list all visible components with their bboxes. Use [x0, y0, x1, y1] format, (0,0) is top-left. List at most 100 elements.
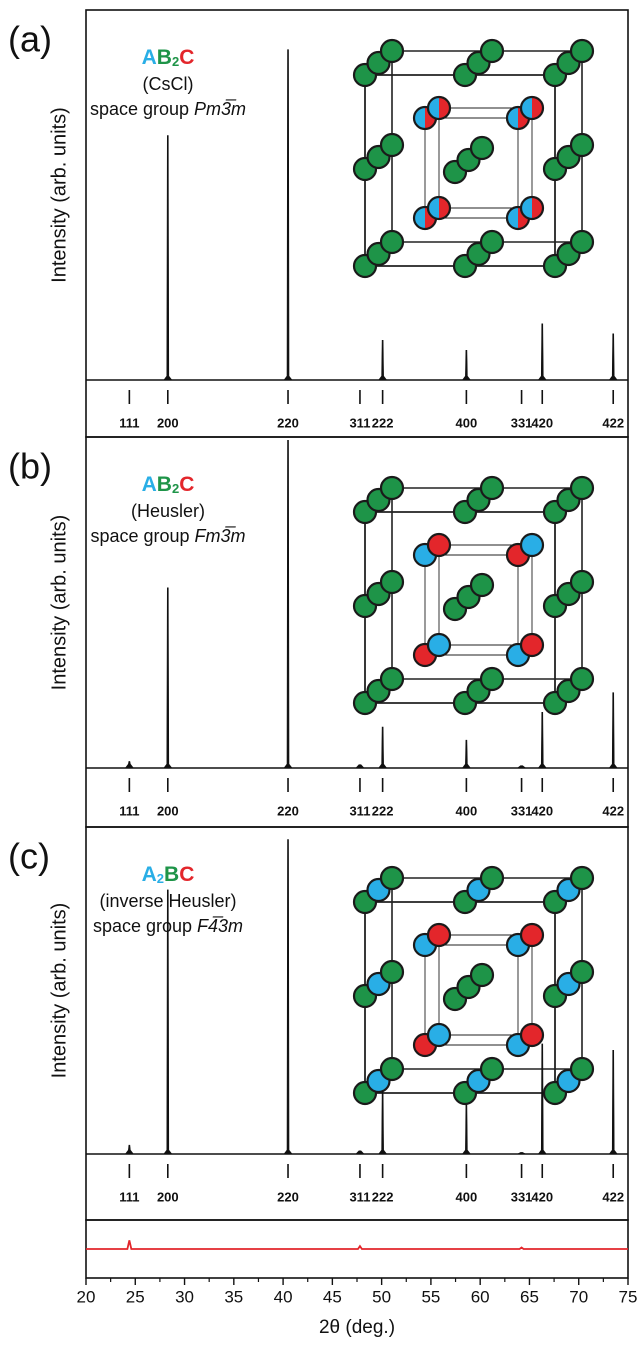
x-tick-label: 30 [175, 1287, 194, 1306]
peak [462, 740, 470, 768]
reflection-label: 400 [456, 415, 478, 430]
peak [284, 50, 292, 380]
reflection-label: 222 [372, 1189, 394, 1204]
crystal-structure [354, 867, 593, 1104]
atom [428, 534, 450, 556]
peak [538, 324, 546, 380]
reflection-label: 111 [119, 803, 139, 818]
x-tick-label: 65 [520, 1287, 539, 1306]
reflection-label: 420 [531, 415, 553, 430]
space-group-symbol: F4̅3m [197, 916, 243, 936]
atom [381, 477, 403, 499]
reflection-label: 200 [157, 415, 179, 430]
reflection-label: 420 [531, 1189, 553, 1204]
peak [284, 840, 292, 1154]
formula-part: 2 [172, 481, 179, 496]
formula-part: C [179, 863, 194, 886]
reflection-label: 400 [456, 1189, 478, 1204]
atom [381, 668, 403, 690]
atom-half [439, 197, 450, 219]
peak [125, 761, 133, 768]
reflection-label: 422 [602, 803, 624, 818]
atom-half [507, 207, 518, 229]
reflection-label: 111 [119, 1189, 139, 1204]
reflection-label: 220 [277, 803, 299, 818]
peak [379, 340, 387, 380]
x-tick-label: 35 [224, 1287, 243, 1306]
peak [379, 727, 387, 768]
peak [462, 350, 470, 380]
atom-half [532, 197, 543, 219]
atom [381, 1058, 403, 1080]
atom [571, 961, 593, 983]
space-group-symbol: Fm3̅m [195, 526, 246, 546]
reflection-label: 422 [602, 415, 624, 430]
peak [609, 1050, 617, 1154]
atom [481, 231, 503, 253]
atom [381, 961, 403, 983]
y-axis-label: Intensity (arb. units) [48, 515, 70, 691]
reflection-label: 311 [349, 1189, 370, 1204]
space-group-prefix: space group [93, 916, 192, 936]
crystal-structure [354, 477, 593, 714]
peak [379, 1091, 387, 1154]
atom [471, 964, 493, 986]
atom [481, 668, 503, 690]
peak [518, 1152, 526, 1154]
peak [164, 588, 172, 768]
reflection-label: 222 [372, 803, 394, 818]
peak [609, 334, 617, 380]
panel-label: (b) [8, 446, 52, 487]
peak [164, 136, 172, 380]
peak [125, 1145, 133, 1154]
space-group: space groupPm3̅m [90, 99, 246, 119]
x-tick-label: 50 [372, 1287, 391, 1306]
crystal-structure [354, 40, 593, 277]
formula-part: A [142, 863, 157, 886]
x-tick-label: 45 [323, 1287, 342, 1306]
atom [381, 571, 403, 593]
atom [481, 1058, 503, 1080]
atom [521, 634, 543, 656]
atom-half [414, 107, 425, 129]
atom [381, 40, 403, 62]
reflection-label: 331 [511, 803, 533, 818]
reflection-label: 331 [511, 1189, 533, 1204]
peak [518, 766, 526, 768]
formula-part: C [179, 46, 194, 69]
atom [481, 40, 503, 62]
space-group-symbol: Pm3̅m [194, 99, 246, 119]
atom [481, 867, 503, 889]
structure-name: (Heusler) [131, 501, 205, 521]
atom [571, 477, 593, 499]
peak [538, 712, 546, 768]
reflection-label: 420 [531, 803, 553, 818]
atom [381, 867, 403, 889]
atom [571, 571, 593, 593]
formula: A2BC [142, 863, 195, 887]
figure: 111200220311222400331420422(a)AB2C(CsCl)… [0, 0, 642, 1347]
atom [571, 231, 593, 253]
peak [356, 1151, 364, 1154]
atom-half [507, 107, 518, 129]
atom [521, 1024, 543, 1046]
formula-part: B [157, 46, 172, 69]
formula-part: B [157, 473, 172, 496]
atom [471, 574, 493, 596]
reflection-label: 220 [277, 1189, 299, 1204]
space-group: space group Fm3̅m [90, 526, 245, 546]
peak [609, 693, 617, 768]
reflection-label: 222 [372, 415, 394, 430]
formula-part: 2 [157, 871, 164, 886]
atom [521, 534, 543, 556]
space-group-prefix: space group [90, 526, 189, 546]
panel-label: (c) [8, 836, 50, 877]
atom [571, 134, 593, 156]
peak [356, 765, 364, 768]
atom-half [439, 97, 450, 119]
atom [571, 867, 593, 889]
space-group-prefix: space group [90, 99, 189, 119]
atom [521, 924, 543, 946]
x-tick-label: 55 [421, 1287, 440, 1306]
